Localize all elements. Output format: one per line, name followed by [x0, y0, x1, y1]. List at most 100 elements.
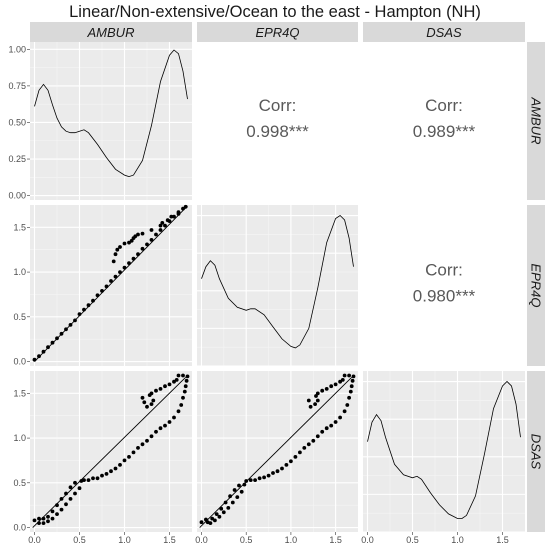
- data-point: [284, 463, 289, 467]
- data-point: [95, 293, 100, 298]
- data-point: [176, 212, 181, 216]
- data-point: [136, 232, 140, 237]
- x-tick-label: 1.5: [496, 535, 509, 544]
- data-point: [345, 403, 350, 407]
- data-point: [324, 387, 329, 391]
- data-point: [160, 221, 165, 225]
- data-point: [64, 502, 68, 507]
- corr-label: Corr:: [425, 96, 463, 115]
- y-tick-label: 1.0: [13, 267, 26, 277]
- data-point: [73, 491, 77, 496]
- scatter-panel-dsas-ambur: [30, 371, 192, 532]
- data-point: [41, 349, 46, 354]
- corr-panel-epr4q-dsas: Corr: 0.980***: [413, 261, 476, 306]
- data-point: [82, 478, 86, 482]
- panel-bg: [30, 42, 192, 200]
- data-point: [314, 394, 318, 398]
- data-point: [271, 471, 275, 475]
- data-point: [347, 373, 351, 378]
- y-tick-label: 0.50: [8, 117, 26, 127]
- data-point: [176, 373, 181, 378]
- x-tick-label: 0.0: [195, 535, 208, 544]
- x-tick-label: 0.0: [361, 535, 374, 544]
- y-tick-label: 1.5: [13, 388, 26, 398]
- data-point: [55, 503, 59, 508]
- strip-top-ambur: [30, 22, 192, 42]
- data-point: [136, 252, 140, 257]
- data-point: [37, 516, 41, 521]
- data-point: [311, 438, 316, 443]
- data-point: [140, 246, 145, 251]
- data-point: [347, 395, 351, 400]
- data-point: [154, 429, 158, 434]
- data-point: [145, 242, 149, 247]
- data-point: [145, 438, 149, 443]
- y-tick-label: 0.5: [13, 478, 26, 488]
- data-point: [167, 382, 172, 387]
- data-point: [149, 402, 154, 406]
- data-point: [237, 483, 241, 488]
- corr-value: 0.998***: [246, 122, 309, 141]
- data-point: [91, 298, 95, 303]
- data-point: [147, 393, 152, 397]
- data-point: [313, 402, 317, 406]
- fit-line: [32, 376, 187, 528]
- data-point: [50, 516, 55, 521]
- data-point: [32, 518, 37, 523]
- data-point: [59, 331, 64, 336]
- y-tick-label: 0.0: [13, 357, 26, 367]
- data-point: [64, 327, 68, 332]
- data-point: [122, 265, 127, 270]
- data-point: [199, 520, 204, 525]
- data-point: [46, 514, 50, 519]
- data-point: [167, 420, 172, 424]
- data-point: [154, 232, 158, 237]
- data-point: [338, 415, 342, 420]
- data-point: [338, 379, 342, 384]
- data-point: [163, 423, 167, 428]
- data-point: [257, 476, 262, 481]
- data-point: [158, 426, 163, 431]
- data-point: [266, 473, 271, 478]
- data-point: [59, 507, 64, 512]
- x-tick-label: 1.0: [118, 535, 131, 544]
- data-point: [183, 204, 188, 209]
- data-point: [37, 354, 41, 359]
- data-point: [349, 384, 354, 389]
- data-point: [183, 384, 188, 389]
- y-tick-label: 0.75: [8, 81, 26, 91]
- data-point: [340, 378, 345, 382]
- data-point: [293, 455, 298, 459]
- fit-line: [34, 205, 188, 362]
- data-point: [77, 312, 82, 316]
- data-point: [113, 466, 118, 471]
- data-point: [145, 404, 149, 409]
- density-panel-dsas: [363, 371, 525, 533]
- corr-label: Corr:: [425, 261, 463, 280]
- data-point: [308, 404, 313, 409]
- data-point: [217, 514, 222, 519]
- strip-top-epr4q: [197, 22, 358, 42]
- data-point: [127, 240, 131, 245]
- data-point: [127, 261, 131, 265]
- data-point: [219, 506, 224, 511]
- data-point: [68, 485, 73, 490]
- data-point: [172, 415, 176, 420]
- data-point: [163, 384, 167, 389]
- data-point: [131, 236, 136, 241]
- corr-label: Corr:: [259, 96, 297, 115]
- data-point: [253, 478, 257, 482]
- data-point: [122, 458, 127, 463]
- y-tick-label: 0.0: [13, 523, 26, 533]
- data-point: [136, 446, 140, 450]
- corr-value: 0.980***: [413, 287, 476, 306]
- data-point: [41, 521, 46, 525]
- data-point: [298, 450, 302, 455]
- data-point: [142, 400, 147, 405]
- corr-panel-ambur-epr4q: Corr: 0.998***: [246, 96, 309, 141]
- data-point: [214, 512, 219, 516]
- data-point: [41, 516, 46, 521]
- x-tick-label: 1.5: [163, 535, 176, 544]
- data-point: [181, 395, 185, 400]
- data-point: [55, 512, 59, 516]
